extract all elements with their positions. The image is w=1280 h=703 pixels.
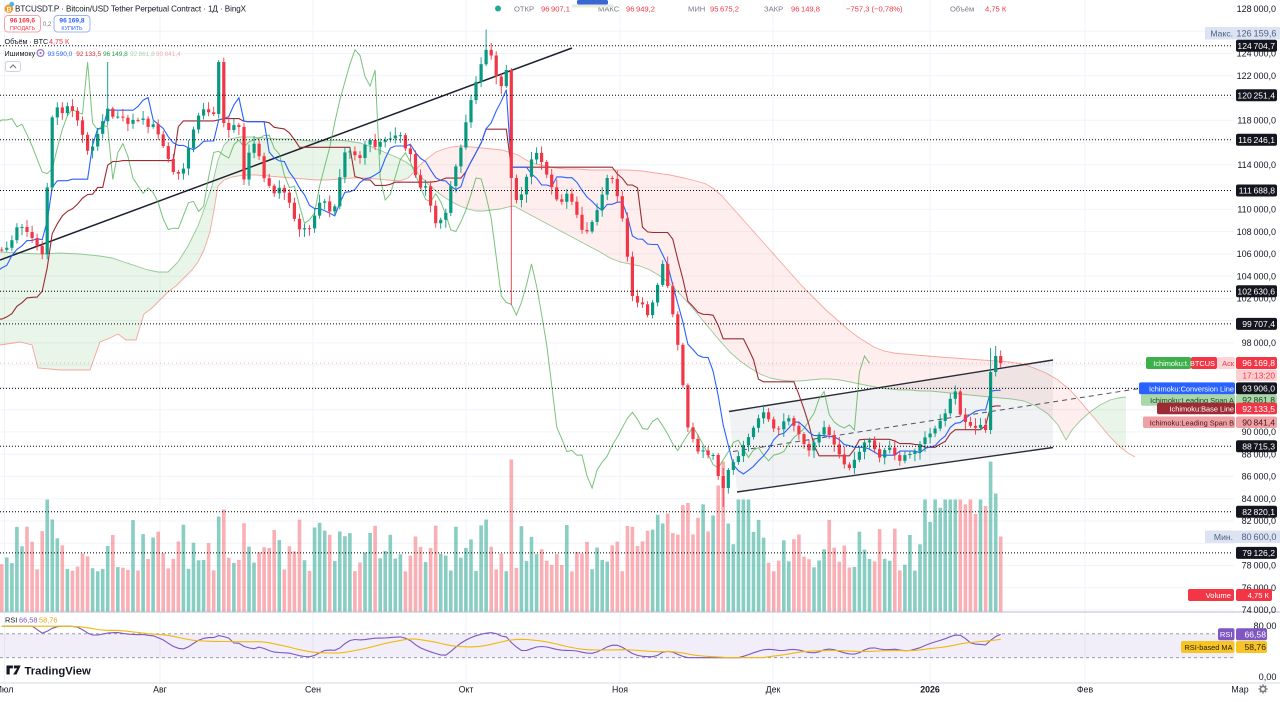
svg-text:98 000,0: 98 000,0	[1242, 338, 1276, 348]
svg-text:Volume: Volume	[1206, 591, 1231, 600]
svg-text:TradingView: TradingView	[25, 665, 92, 677]
svg-text:80 600,0: 80 600,0	[1241, 532, 1276, 542]
svg-text:92 861,8: 92 861,8	[130, 51, 155, 58]
svg-text:92 133,5: 92 133,5	[1242, 404, 1275, 414]
svg-text:BTCUS: BTCUS	[1190, 359, 1215, 368]
svg-text:Фев: Фев	[1077, 685, 1094, 695]
svg-text:95 675,2: 95 675,2	[710, 4, 739, 13]
svg-text:Ichimoku:t.: Ichimoku:t.	[1153, 359, 1189, 368]
svg-text:74 000,0: 74 000,0	[1242, 605, 1276, 615]
svg-text:4,75 К: 4,75 К	[1248, 591, 1270, 600]
svg-text:80,00: 80,00	[1254, 621, 1277, 631]
svg-text:93 906,0: 93 906,0	[1242, 384, 1275, 394]
svg-text:78 000,0: 78 000,0	[1242, 561, 1276, 571]
svg-text:66,58: 66,58	[1244, 629, 1266, 639]
svg-text:ЗАКР: ЗАКР	[764, 4, 783, 13]
svg-text:90 841,4: 90 841,4	[1242, 418, 1275, 428]
svg-text:4,75 К: 4,75 К	[985, 4, 1007, 13]
svg-text:Авг: Авг	[153, 685, 167, 695]
svg-text:96 949,2: 96 949,2	[626, 4, 655, 13]
svg-text:92 861,8: 92 861,8	[1242, 395, 1275, 405]
svg-text:126 159,6: 126 159,6	[1236, 29, 1276, 39]
svg-text:2026: 2026	[920, 685, 940, 695]
svg-text:Ноя: Ноя	[612, 685, 628, 695]
svg-text:RSI: RSI	[5, 616, 17, 625]
svg-text:₿: ₿	[6, 6, 12, 14]
svg-text:Ichimoku:Leading Span B: Ichimoku:Leading Span B	[1150, 418, 1234, 427]
svg-text:Мар: Мар	[1231, 685, 1248, 695]
svg-text:82 820,1: 82 820,1	[1242, 507, 1275, 517]
svg-text:93 590,0: 93 590,0	[48, 51, 73, 58]
svg-text:124 704,7: 124 704,7	[1237, 41, 1275, 51]
svg-text:128 000,0: 128 000,0	[1237, 4, 1276, 14]
svg-text:МИН: МИН	[688, 4, 705, 13]
svg-text:84 000,0: 84 000,0	[1242, 494, 1276, 504]
svg-text:Дек: Дек	[766, 685, 781, 695]
svg-text:114 000,0: 114 000,0	[1237, 160, 1276, 170]
svg-text:86 000,0: 86 000,0	[1242, 472, 1276, 482]
svg-text:99 707,4: 99 707,4	[1242, 319, 1275, 329]
svg-text:−757,3 (−0,78%): −757,3 (−0,78%)	[846, 4, 903, 13]
svg-text:96 169,8: 96 169,8	[1242, 358, 1275, 368]
svg-text:118 000,0: 118 000,0	[1237, 115, 1276, 125]
svg-text:96 149,8: 96 149,8	[791, 4, 820, 13]
svg-text:92 133,5: 92 133,5	[76, 51, 101, 58]
svg-text:102 630,6: 102 630,6	[1237, 287, 1275, 297]
svg-text:66,58: 66,58	[19, 616, 38, 625]
svg-text:96 169,6: 96 169,6	[10, 17, 35, 24]
svg-text:108 000,0: 108 000,0	[1237, 227, 1276, 237]
svg-text:88 000,0: 88 000,0	[1242, 449, 1276, 459]
svg-text:102 000,0: 102 000,0	[1237, 294, 1276, 304]
svg-text:110 000,0: 110 000,0	[1237, 205, 1276, 215]
svg-text:0,2: 0,2	[43, 21, 52, 28]
svg-text:90 841,4: 90 841,4	[156, 51, 181, 58]
svg-text:111 688,8: 111 688,8	[1239, 186, 1276, 196]
svg-text:58,76: 58,76	[39, 616, 58, 625]
svg-text:ОТКР: ОТКР	[514, 4, 534, 13]
svg-text:124 000,0: 124 000,0	[1237, 49, 1276, 59]
svg-text:Объём · BTC: Объём · BTC	[5, 37, 49, 46]
svg-text:0,00: 0,00	[1259, 672, 1277, 682]
svg-text:Ишимоку: Ишимоку	[5, 49, 36, 58]
svg-text:Окт: Окт	[459, 685, 474, 695]
svg-text:RSI-based MA: RSI-based MA	[1184, 643, 1232, 652]
svg-text:96 907,1: 96 907,1	[541, 4, 570, 13]
svg-text:17:13:20: 17:13:20	[1242, 371, 1275, 381]
svg-text:122 000,0: 122 000,0	[1237, 71, 1276, 81]
svg-text:82 000,0: 82 000,0	[1242, 516, 1276, 526]
svg-text:Ichimoku:Leading Span A: Ichimoku:Leading Span A	[1150, 396, 1234, 405]
svg-text:79 126,2: 79 126,2	[1242, 548, 1275, 558]
svg-text:96 149,8: 96 149,8	[103, 51, 128, 58]
svg-text:Мин.: Мин.	[1214, 532, 1233, 542]
svg-text:Объём: Объём	[950, 4, 974, 13]
svg-text:МАКС: МАКС	[598, 4, 620, 13]
svg-text:116 246,1: 116 246,1	[1238, 135, 1275, 145]
svg-text:106 000,0: 106 000,0	[1237, 249, 1276, 259]
svg-text:96 169,8: 96 169,8	[59, 17, 84, 24]
svg-text:Сен: Сен	[305, 685, 321, 695]
svg-text:BTCUSDT.P · Bitcoin/USD Tether: BTCUSDT.P · Bitcoin/USD Tether Perpetual…	[15, 5, 247, 14]
svg-text:90 000,0: 90 000,0	[1242, 427, 1276, 437]
svg-text:Ichimoku:Conversion Line: Ichimoku:Conversion Line	[1149, 384, 1234, 393]
svg-text:Июл: Июл	[0, 685, 13, 695]
svg-text:Аск: Аск	[1222, 359, 1235, 368]
svg-text:58,76: 58,76	[1244, 642, 1266, 652]
svg-text:88 715,3: 88 715,3	[1242, 441, 1275, 451]
svg-text:ПРОДАТЬ: ПРОДАТЬ	[10, 26, 36, 32]
svg-text:Макс.: Макс.	[1210, 29, 1233, 39]
svg-text:76 000,0: 76 000,0	[1242, 583, 1276, 593]
svg-text:Ichimoku:Base Line: Ichimoku:Base Line	[1170, 405, 1235, 414]
svg-text:120 251,4: 120 251,4	[1237, 90, 1275, 100]
svg-text:4,75 К: 4,75 К	[49, 37, 70, 46]
svg-text:КУПИТЬ: КУПИТЬ	[61, 26, 83, 32]
svg-text:RSI: RSI	[1220, 630, 1233, 639]
svg-text:104 000,0: 104 000,0	[1237, 271, 1276, 281]
